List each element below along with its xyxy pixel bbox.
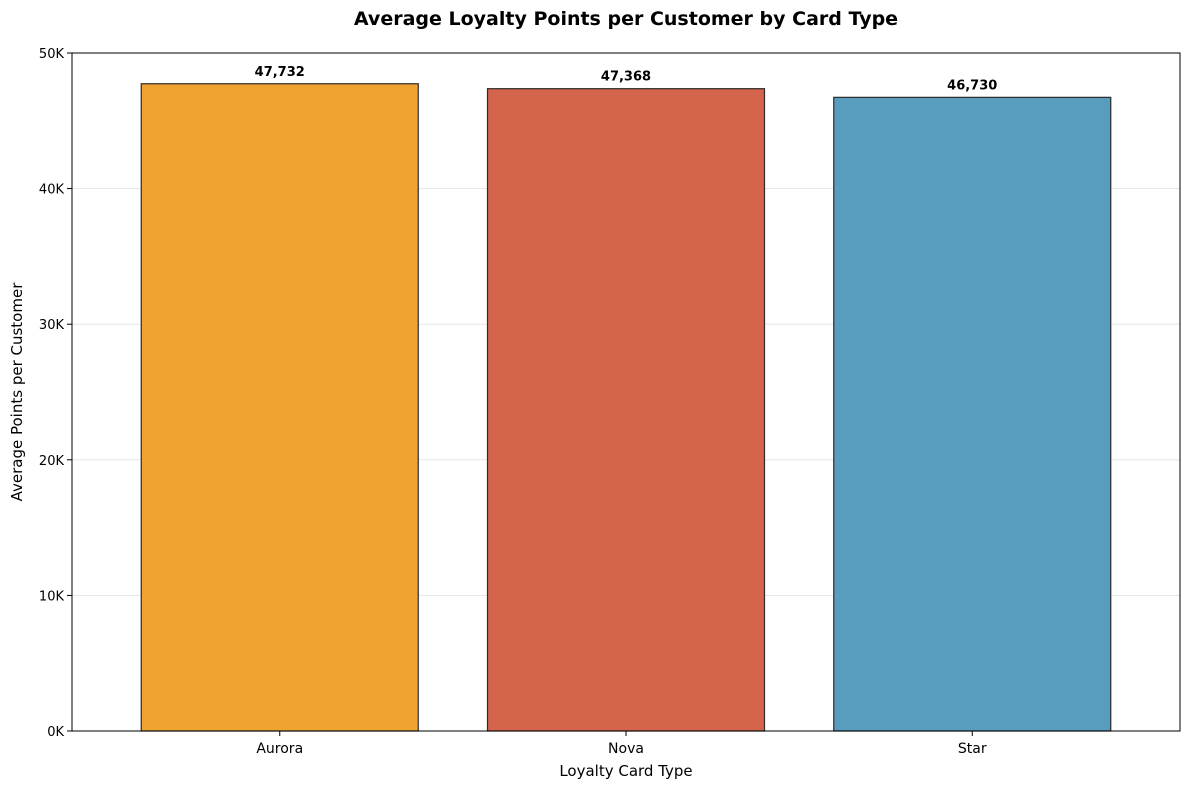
data-label: 47,368: [601, 70, 651, 85]
data-label: 47,732: [255, 65, 305, 80]
chart-title: Average Loyalty Points per Customer by C…: [354, 8, 898, 30]
y-axis: 0K 10K 20K 30K 40K 50K: [39, 47, 72, 740]
y-tick-label: 30K: [39, 318, 65, 333]
y-tick-label: 40K: [39, 183, 65, 198]
x-tick-label: Aurora: [256, 741, 303, 757]
data-label: 46,730: [947, 78, 997, 93]
y-tick-label: 50K: [39, 47, 65, 62]
x-tick-label: Nova: [608, 741, 644, 757]
y-tick-label: 0K: [47, 725, 64, 740]
y-tick-label: 10K: [39, 589, 65, 604]
value-labels: 47,732 47,368 46,730: [255, 65, 998, 94]
bar-aurora: [140, 83, 419, 732]
bars: [140, 83, 1112, 732]
x-axis: Aurora Nova Star: [256, 731, 987, 757]
plot-frame: [71, 52, 1181, 732]
y-axis-label: Average Points per Customer: [8, 282, 26, 502]
bar-star: [833, 96, 1112, 732]
y-tick-label: 20K: [39, 454, 65, 469]
x-tick-label: Star: [958, 741, 987, 757]
bar-nova: [486, 88, 766, 732]
x-axis-label: Loyalty Card Type: [559, 762, 692, 780]
